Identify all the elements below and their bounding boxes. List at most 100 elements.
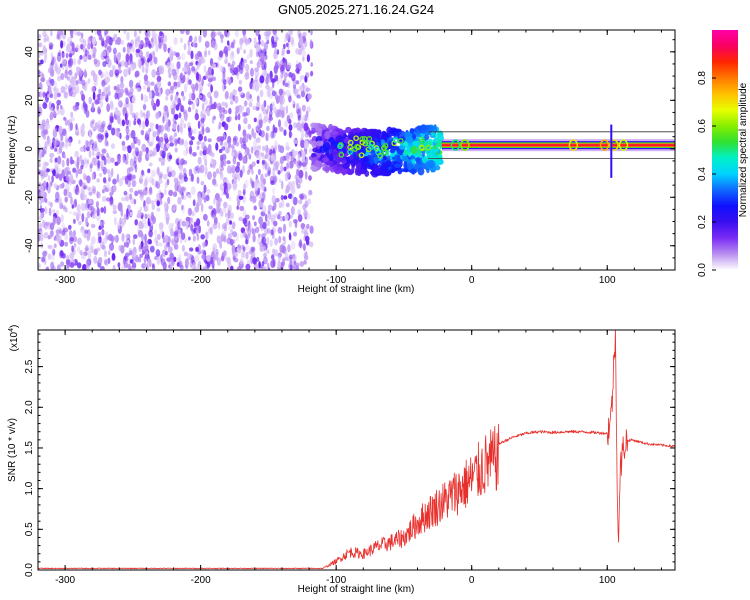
noise-blob xyxy=(177,232,182,239)
noise-blob xyxy=(137,119,142,126)
noise-blob xyxy=(301,228,306,234)
noise-blob xyxy=(141,249,145,256)
noise-blob xyxy=(245,245,251,251)
noise-blob xyxy=(117,69,122,74)
noise-blob xyxy=(44,221,48,230)
noise-blob xyxy=(187,194,192,199)
noise-blob xyxy=(79,37,85,43)
noise-blob xyxy=(177,137,181,145)
noise-blob xyxy=(117,156,121,165)
noise-blob xyxy=(79,154,83,162)
noise-blob xyxy=(292,100,295,105)
noise-blob xyxy=(232,137,237,146)
noise-blob xyxy=(73,243,77,248)
noise-blob xyxy=(212,115,216,121)
noise-blob xyxy=(101,91,106,97)
noise-blob xyxy=(166,166,170,174)
noise-blob xyxy=(112,204,117,211)
noise-blob xyxy=(53,138,58,147)
noise-blob xyxy=(145,38,150,45)
noise-blob xyxy=(172,203,178,211)
transition-ring xyxy=(365,140,371,147)
transition-blob xyxy=(399,145,406,150)
noise-blob xyxy=(280,164,284,173)
noise-blob xyxy=(292,263,298,270)
noise-blob xyxy=(201,126,205,135)
snr-frame xyxy=(37,329,676,571)
noise-blob xyxy=(242,183,247,192)
transition-blob xyxy=(417,167,425,176)
noise-blob xyxy=(44,197,48,203)
noise-blob xyxy=(252,84,257,91)
noise-blob xyxy=(76,156,80,166)
noise-blob xyxy=(51,175,54,183)
noise-blob xyxy=(212,265,215,270)
noise-blob xyxy=(194,254,200,262)
noise-blob xyxy=(195,246,200,252)
noise-blob xyxy=(269,110,273,117)
noise-blob xyxy=(81,159,85,168)
noise-blob xyxy=(270,214,276,223)
noise-blob xyxy=(128,91,134,99)
noise-blob xyxy=(286,49,291,55)
noise-blob xyxy=(149,239,153,245)
noise-blob xyxy=(274,145,277,152)
noise-blob xyxy=(308,148,313,154)
noise-blob xyxy=(56,216,61,226)
noise-blob xyxy=(279,66,285,74)
noise-blob xyxy=(53,80,58,88)
noise-blob xyxy=(223,109,228,115)
noise-blob xyxy=(154,40,160,48)
noise-blob xyxy=(188,236,191,241)
noise-blob xyxy=(278,235,282,244)
noise-blob xyxy=(176,184,182,193)
noise-blob xyxy=(69,252,75,260)
noise-blob xyxy=(98,225,102,230)
noise-blob xyxy=(39,90,43,99)
transition-blob xyxy=(410,145,418,154)
noise-blob xyxy=(207,144,212,151)
noise-blob xyxy=(204,171,207,177)
noise-blob xyxy=(292,254,298,262)
noise-blob xyxy=(306,223,310,230)
noise-blob xyxy=(100,207,104,213)
noise-blob xyxy=(196,218,201,226)
transition-ring xyxy=(377,152,383,159)
noise-blob xyxy=(188,100,194,105)
noise-blob xyxy=(184,64,190,72)
noise-blob xyxy=(306,56,311,62)
noise-blob xyxy=(263,31,267,37)
noise-blob xyxy=(154,236,159,243)
noise-blob xyxy=(231,221,236,230)
noise-blob xyxy=(134,70,140,78)
noise-blob xyxy=(297,107,302,115)
noise-blob xyxy=(133,160,137,169)
noise-blob xyxy=(128,102,133,111)
noise-blob xyxy=(192,261,197,266)
noise-blob xyxy=(235,233,239,242)
noise-blob xyxy=(206,188,211,194)
noise-blob xyxy=(242,155,247,164)
noise-blob xyxy=(97,108,102,114)
noise-blob xyxy=(242,143,247,150)
noise-blob xyxy=(64,133,68,141)
noise-blob xyxy=(192,152,197,157)
noise-blob xyxy=(41,119,46,127)
noise-blob xyxy=(185,216,191,222)
noise-blob xyxy=(140,93,144,101)
noise-blob xyxy=(97,106,101,115)
noise-blob xyxy=(93,79,98,87)
noise-blob xyxy=(71,117,75,122)
noise-blob xyxy=(96,190,99,199)
noise-blob xyxy=(194,42,198,48)
noise-blob xyxy=(84,48,88,57)
noise-blob xyxy=(245,251,249,260)
noise-blob xyxy=(285,257,291,262)
noise-blob xyxy=(276,78,280,86)
transition-blob xyxy=(419,162,426,169)
noise-blob xyxy=(173,71,178,81)
noise-blob xyxy=(53,183,58,189)
transition-blob xyxy=(425,124,430,129)
transition-ring xyxy=(418,136,425,143)
noise-blob xyxy=(198,225,201,234)
